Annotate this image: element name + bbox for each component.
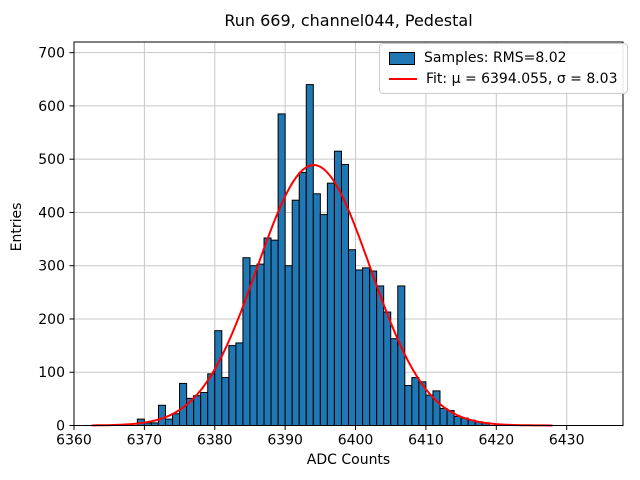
histogram-bar	[312, 193, 321, 426]
legend: Samples: RMS=8.02 Fit: μ = 6394.055, σ =…	[379, 43, 628, 94]
histogram-bar	[362, 267, 371, 427]
histogram-bar	[298, 171, 307, 426]
histogram-bar	[390, 338, 399, 427]
y-tick-label: 600	[38, 99, 65, 115]
histogram-bar	[249, 265, 258, 427]
histogram-bar	[425, 394, 434, 427]
x-tick-label: 6410	[408, 433, 444, 449]
y-tick-label: 300	[38, 259, 65, 275]
x-axis-label: ADC Counts	[306, 452, 391, 468]
histogram-bar	[284, 265, 293, 427]
x-tick-label: 6390	[267, 433, 303, 449]
histogram-bar	[355, 269, 364, 426]
x-tick-label: 6400	[338, 433, 374, 449]
x-tick-label: 6420	[478, 433, 514, 449]
histogram-bar	[228, 345, 237, 426]
histogram-bar	[221, 377, 230, 426]
histogram-bar	[193, 395, 202, 426]
y-tick-label: 200	[38, 312, 65, 328]
histogram-bar	[404, 385, 413, 427]
histogram-bar	[214, 330, 223, 426]
histogram-bar	[439, 407, 448, 427]
histogram-bar	[242, 257, 251, 426]
histogram-bar	[326, 182, 335, 426]
y-tick-label: 700	[38, 46, 65, 62]
histogram-bar	[277, 113, 286, 426]
histogram-bar	[172, 413, 181, 427]
histogram-bar	[165, 418, 174, 427]
y-axis-ticks: 0 100 200 300 400 500 600 700	[38, 46, 74, 435]
histogram-bar	[369, 270, 378, 426]
chart-title: Run 669, channel044, Pedestal	[224, 11, 473, 30]
x-axis-ticks: 6360 6370 6380 6390 6400 6410 6420 6430	[56, 425, 585, 449]
histogram-bar	[263, 237, 272, 426]
histogram-bar	[453, 415, 462, 426]
histogram-bar	[376, 285, 385, 426]
fit-curve	[91, 164, 553, 427]
histogram-bar	[235, 342, 244, 427]
histogram-bar	[270, 239, 279, 426]
gaussian-fit-line	[91, 164, 553, 427]
histogram-bar	[200, 391, 209, 426]
legend-row-fit: Fit: μ = 6394.055, σ = 8.03	[389, 71, 618, 87]
y-tick-label: 500	[38, 152, 65, 168]
axes-spines	[73, 41, 624, 426]
histogram-bar	[305, 84, 314, 426]
y-tick-label: 0	[56, 419, 65, 435]
histogram-bars	[136, 84, 490, 427]
y-axis-label: Entries	[9, 202, 25, 252]
histogram-bar	[383, 311, 392, 426]
y-tick-label: 400	[38, 205, 65, 221]
fit-line-swatch-icon	[389, 78, 417, 80]
x-tick-label: 6430	[549, 433, 585, 449]
histogram-bar	[207, 373, 216, 426]
histogram-bar	[157, 404, 166, 427]
plot-border	[73, 41, 624, 426]
y-tick-label: 100	[38, 365, 65, 381]
legend-fit-label: Fit: μ = 6394.055, σ = 8.03	[426, 71, 618, 87]
histogram-bar	[319, 214, 328, 426]
histogram-bar	[411, 377, 420, 426]
histogram-bar	[256, 263, 265, 426]
legend-samples-label: Samples: RMS=8.02	[424, 50, 567, 66]
histogram-bar	[291, 199, 300, 426]
samples-swatch-icon	[389, 51, 415, 65]
x-tick-label: 6370	[127, 433, 163, 449]
x-tick-label: 6380	[197, 433, 233, 449]
x-tick-label: 6360	[56, 433, 92, 449]
histogram-bar	[432, 390, 441, 427]
histogram-bar	[348, 249, 357, 426]
legend-row-samples: Samples: RMS=8.02	[389, 50, 618, 66]
histogram-bar	[397, 285, 406, 426]
